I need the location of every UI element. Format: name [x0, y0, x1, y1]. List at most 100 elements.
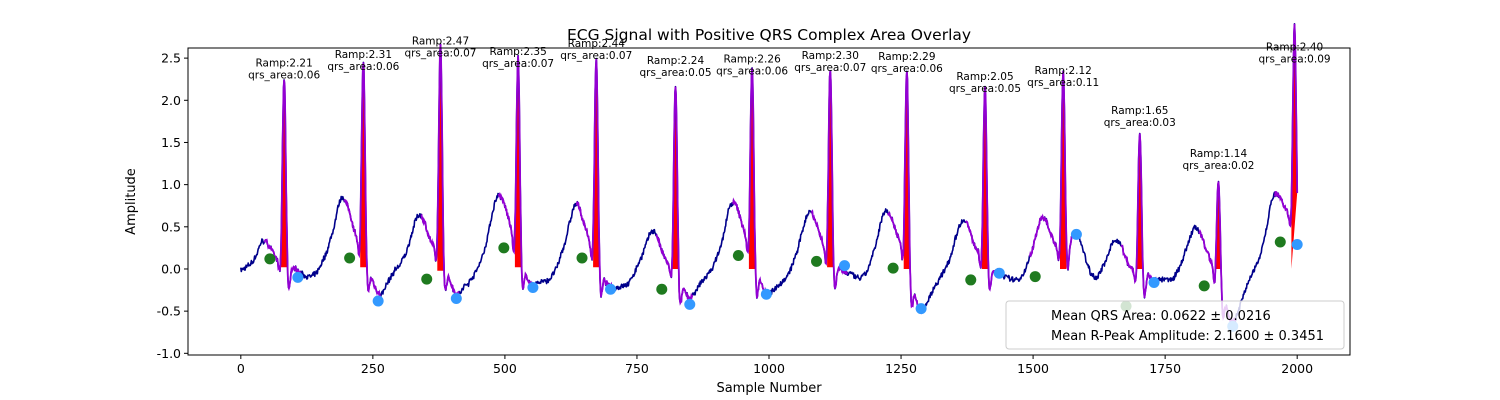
x-axis-ticks: 0 250 500 750 1000 1250 1500 1750 2000 — [237, 355, 1313, 376]
marker-layer — [264, 228, 1303, 332]
qrs-segment-4 — [497, 55, 537, 290]
qrs-offset-marker-3 — [450, 292, 462, 304]
annotation-layer: Ramp:2.21qrs_area:0.06Ramp:2.31qrs_area:… — [248, 36, 1330, 172]
ramp-label-6: Ramp:2.24 — [647, 55, 705, 67]
y-tick-label: 0.0 — [161, 261, 181, 276]
qrs-segment-11 — [1029, 71, 1080, 271]
qrs-area-3 — [437, 44, 444, 271]
qrs-offset-marker-2 — [372, 295, 384, 307]
x-tick-label: 1750 — [1149, 361, 1181, 376]
qrs-onset-marker-7 — [732, 249, 744, 261]
x-tick-label: 1000 — [753, 361, 785, 376]
qrs-onset-marker-14 — [1274, 236, 1286, 248]
qrs-onset-marker-13 — [1198, 280, 1210, 292]
legend-entry-mean-r-peak-amplitude: Mean R-Peak Amplitude: 2.1600 ± 0.3451 — [1051, 329, 1324, 344]
qrs-offset-marker-7 — [760, 288, 772, 300]
x-axis-label: Sample Number — [716, 381, 822, 396]
qrs-area-layer — [281, 23, 1298, 271]
chart-title: ECG Signal with Positive QRS Complex Are… — [567, 26, 971, 44]
y-tick-label: 1.5 — [161, 135, 181, 150]
qrs-area-10 — [981, 86, 989, 269]
qrs-area-label-1: qrs_area:0.06 — [248, 70, 320, 82]
qrs-segment-1 — [263, 79, 302, 292]
qrs-onset-marker-3 — [421, 273, 433, 285]
qrs-segment-5 — [575, 58, 615, 298]
qrs-offset-marker-9 — [915, 303, 927, 315]
qrs-area-label-10: qrs_area:0.05 — [949, 83, 1021, 95]
qrs-area-label-5: qrs_area:0.07 — [560, 50, 632, 62]
ramp-label-8: Ramp:2.30 — [802, 50, 859, 62]
ramp-label-4: Ramp:2.35 — [489, 46, 546, 58]
legend: Mean QRS Area: 0.0622 ± 0.0216 Mean R-Pe… — [1005, 300, 1345, 350]
y-tick-label: 0.5 — [161, 219, 181, 234]
ramp-label-2: Ramp:2.31 — [335, 49, 392, 61]
qrs-segment-12 — [1120, 133, 1158, 298]
ramp-label-7: Ramp:2.26 — [723, 53, 781, 65]
qrs-segment-6 — [655, 86, 694, 306]
qrs-onset-marker-4 — [498, 242, 510, 254]
qrs-area-label-13: qrs_area:0.02 — [1182, 160, 1254, 172]
qrs-area-label-9: qrs_area:0.06 — [871, 63, 943, 75]
qrs-onset-marker-9 — [887, 262, 899, 274]
qrs-segment-2 — [343, 62, 382, 298]
qrs-offset-marker-5 — [605, 283, 617, 295]
qrs-area-label-11: qrs_area:0.11 — [1027, 77, 1099, 89]
qrs-area-1 — [281, 79, 288, 268]
x-tick-label: 500 — [493, 361, 517, 376]
qrs-offset-marker-12 — [1148, 276, 1160, 288]
ramp-label-11: Ramp:2.12 — [1035, 65, 1092, 77]
qrs-area-label-7: qrs_area:0.06 — [716, 65, 788, 77]
legend-box — [1005, 300, 1345, 350]
qrs-offset-marker-10 — [993, 267, 1005, 279]
plot-area: Ramp:2.21qrs_area:0.06Ramp:2.31qrs_area:… — [240, 23, 1331, 332]
ramp-label-3: Ramp:2.47 — [412, 36, 469, 48]
ramp-label-9: Ramp:2.29 — [878, 51, 935, 63]
y-axis-label: Amplitude — [124, 168, 139, 235]
qrs-segment-layer — [263, 23, 1299, 325]
qrs-area-label-6: qrs_area:0.05 — [639, 67, 711, 79]
qrs-area-11 — [1060, 71, 1067, 269]
ramp-label-12: Ramp:1.65 — [1111, 105, 1168, 117]
qrs-area-8 — [827, 70, 834, 268]
qrs-area-4 — [514, 55, 522, 268]
y-axis-ticks: -1.0 -0.5 0.0 0.5 1.0 1.5 2.0 2.5 — [157, 51, 188, 361]
qrs-area-label-14: qrs_area:0.09 — [1259, 54, 1331, 66]
ramp-label-13: Ramp:1.14 — [1190, 148, 1248, 160]
qrs-offset-marker-6 — [684, 298, 696, 310]
y-tick-label: 1.0 — [161, 177, 181, 192]
qrs-offset-marker-14 — [1291, 239, 1303, 251]
x-tick-label: 0 — [237, 361, 245, 376]
qrs-area-label-12: qrs_area:0.03 — [1104, 117, 1176, 129]
qrs-area-label-3: qrs_area:0.07 — [404, 48, 476, 60]
qrs-onset-marker-1 — [264, 253, 276, 265]
y-tick-label: -0.5 — [157, 304, 181, 319]
qrs-onset-marker-5 — [576, 252, 588, 264]
qrs-onset-marker-11 — [1029, 271, 1041, 283]
qrs-offset-marker-4 — [527, 282, 539, 294]
x-tick-label: 1250 — [885, 361, 917, 376]
ramp-label-1: Ramp:2.21 — [255, 58, 312, 70]
qrs-onset-marker-10 — [965, 274, 977, 286]
ramp-label-5: Ramp:2.44 — [568, 38, 626, 50]
qrs-segment-3 — [420, 43, 460, 300]
x-tick-label: 750 — [625, 361, 649, 376]
qrs-area-label-2: qrs_area:0.06 — [327, 61, 399, 73]
y-tick-label: -1.0 — [157, 346, 181, 361]
y-tick-label: 2.5 — [161, 51, 181, 66]
qrs-offset-marker-8 — [839, 260, 851, 272]
qrs-area-label-4: qrs_area:0.07 — [482, 58, 554, 70]
qrs-offset-marker-1 — [292, 271, 304, 283]
qrs-onset-marker-6 — [656, 283, 668, 295]
qrs-offset-marker-11 — [1070, 228, 1082, 240]
qrs-segment-7 — [732, 67, 770, 299]
x-tick-label: 2000 — [1281, 361, 1313, 376]
ramp-label-10: Ramp:2.05 — [956, 71, 1013, 83]
qrs-area-label-8: qrs_area:0.07 — [794, 62, 866, 74]
qrs-segment-14 — [1274, 23, 1299, 228]
x-tick-label: 250 — [361, 361, 385, 376]
legend-entry-mean-qrs-area: Mean QRS Area: 0.0622 ± 0.0216 — [1051, 309, 1271, 324]
x-tick-label: 1500 — [1017, 361, 1049, 376]
qrs-onset-marker-2 — [344, 252, 356, 264]
qrs-area-9 — [903, 71, 910, 269]
